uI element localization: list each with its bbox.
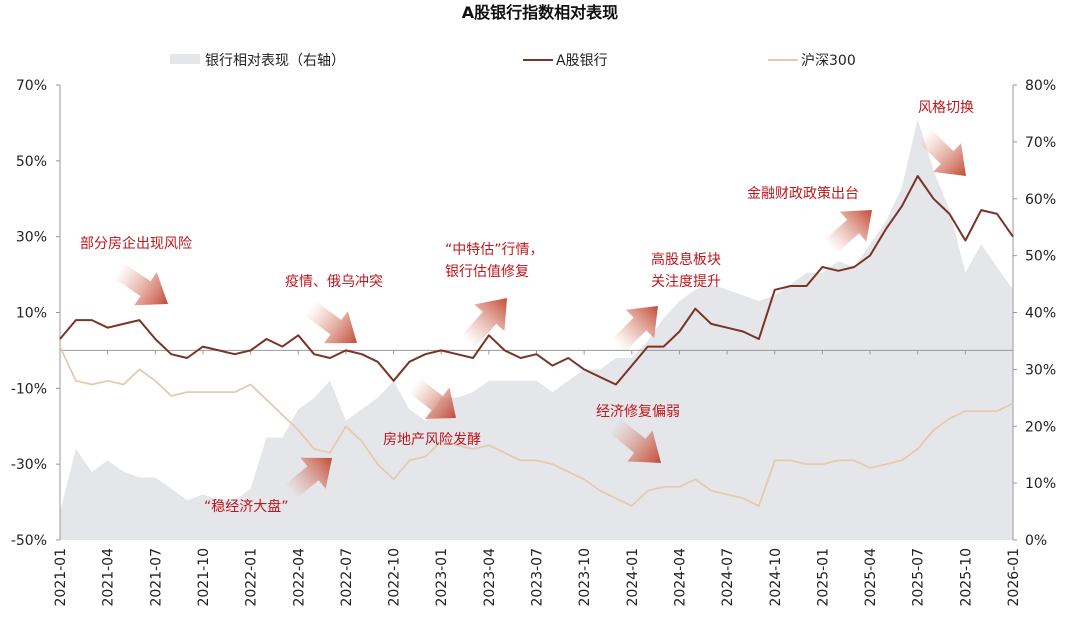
annotation-arrow	[284, 457, 333, 499]
annotation-label: 风格切换	[918, 99, 974, 116]
annotation-arrow	[304, 300, 357, 344]
legend: 银行相对表现（右轴） A股银行 沪深300	[170, 53, 856, 69]
arrow-up-right-icon	[824, 209, 872, 254]
chart-title: A股银行指数相对表现	[462, 3, 618, 22]
annotation-arrow	[824, 209, 872, 254]
annotation-label: 房地产风险发酵	[383, 432, 481, 448]
legend-label-bank: A股银行	[556, 53, 608, 69]
right-tick-label: 30%	[1025, 362, 1056, 378]
x-tick-label: 2021-10	[196, 548, 212, 607]
x-tick-label: 2022-04	[291, 548, 307, 607]
left-tick-label: 30%	[16, 230, 47, 246]
x-tick-label: 2021-01	[53, 548, 69, 607]
annotation-arrow	[408, 377, 457, 419]
arrow-up-right-icon	[284, 457, 333, 499]
annotation-arrow	[461, 298, 507, 348]
annotation-label: 高股息板块	[651, 251, 721, 268]
x-tick-label: 2022-01	[244, 548, 260, 607]
annotation-arrow	[917, 128, 966, 177]
left-tick-label: -30%	[11, 457, 47, 473]
x-tick-label: 2025-10	[958, 548, 974, 607]
x-tick-label: 2025-04	[863, 548, 879, 607]
x-tick-label: 2024-01	[625, 548, 641, 607]
annotation-label: 经济修复偏弱	[596, 403, 680, 420]
x-tick-label: 2026-01	[1006, 548, 1022, 607]
arrow-down-right-icon	[304, 300, 357, 344]
arrow-up-right-icon	[611, 306, 658, 353]
annotation-label: 疫情、俄乌冲突	[285, 274, 383, 290]
x-tick-label: 2022-07	[339, 548, 355, 607]
arrow-up-right-icon	[461, 298, 507, 348]
x-tick-label: 2021-07	[148, 548, 164, 607]
x-tick-label: 2024-10	[768, 548, 784, 607]
right-tick-label: 20%	[1025, 419, 1056, 435]
x-tick-label: 2023-10	[577, 548, 593, 607]
x-tick-label: 2023-04	[482, 548, 498, 607]
left-tick-label: 70%	[16, 78, 47, 94]
annotation-label: “稳经济大盘”	[204, 498, 289, 515]
x-tick-label: 2021-04	[101, 548, 117, 607]
arrow-down-right-icon	[112, 262, 169, 306]
right-tick-label: 40%	[1025, 306, 1056, 322]
x-tick-label: 2022-10	[387, 548, 403, 607]
annotation-arrow	[608, 418, 661, 464]
right-tick-label: 70%	[1025, 135, 1056, 151]
hs300-line	[59, 346, 1014, 507]
right-tick-label: 0%	[1025, 533, 1047, 549]
arrow-down-right-icon	[917, 128, 966, 177]
right-tick-label: 50%	[1025, 249, 1056, 265]
arrow-down-right-icon	[408, 377, 457, 419]
relative-area-layer	[60, 119, 1013, 540]
legend-label-hs300: 沪深300	[801, 53, 856, 69]
x-tick-label: 2024-07	[720, 548, 736, 607]
right-tick-label: 80%	[1025, 78, 1056, 94]
annotation-label: 部分房企出现风险	[80, 235, 192, 252]
x-tick-label: 2023-07	[530, 548, 546, 607]
left-tick-label: -10%	[11, 381, 47, 397]
annotation-label: 银行估值修复	[445, 263, 529, 280]
x-tick-label: 2025-01	[815, 548, 831, 607]
legend-swatch-relative	[170, 54, 200, 64]
left-tick-label: -50%	[11, 533, 47, 549]
left-tick-label: 50%	[16, 154, 47, 170]
x-tick-label: 2025-07	[911, 548, 927, 607]
annotation-arrow	[112, 262, 169, 306]
left-tick-label: 10%	[16, 306, 47, 322]
legend-label-relative: 银行相对表现（右轴）	[205, 53, 345, 69]
arrow-down-right-icon	[608, 418, 661, 464]
annotation-label: “中特估”行情，	[445, 242, 544, 258]
annotation-label: 金融财政政策出台	[747, 185, 859, 202]
right-tick-label: 60%	[1025, 192, 1056, 208]
x-tick-label: 2024-04	[672, 548, 688, 607]
annotation-label: 关注度提升	[651, 274, 721, 290]
x-tick-label: 2023-01	[434, 548, 450, 607]
right-tick-label: 10%	[1025, 476, 1056, 492]
series-lines	[59, 175, 1014, 507]
relative-performance-area	[60, 119, 1013, 540]
axes: 70% 50% 30% 10% -10% -30% -50% 80% 70% 60% 50% 40% 3…	[11, 78, 1056, 607]
annotation-arrow	[611, 306, 658, 353]
bank-index-line	[59, 175, 1014, 386]
